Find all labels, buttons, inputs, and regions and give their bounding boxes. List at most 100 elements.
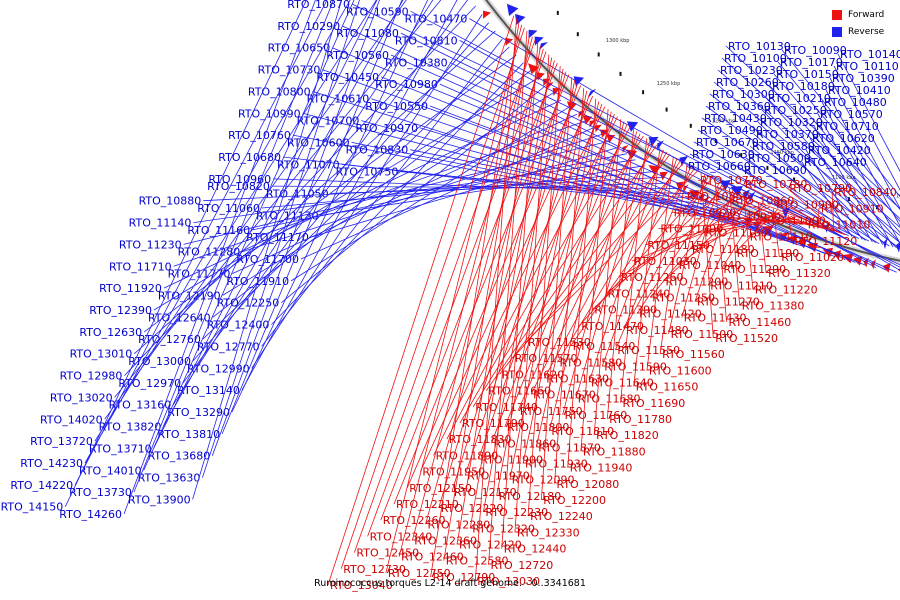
gene-label: RTO_12730 — [343, 563, 406, 576]
gene-label: RTO_12090 — [512, 474, 575, 487]
gene-label: RTO_11230 — [119, 238, 182, 251]
gene-label: RTO_10780 — [745, 178, 808, 191]
feature-mark — [665, 107, 668, 112]
gene-label: RTO_11520 — [715, 332, 778, 345]
gene-label: RTO_11820 — [596, 429, 659, 442]
leader-line — [104, 0, 407, 420]
leader-line — [769, 85, 900, 234]
legend-label-reverse: Reverse — [848, 26, 885, 37]
forward-gene-arrow — [483, 10, 491, 19]
tick-label: 1300 kbp — [606, 38, 630, 44]
leader-line — [753, 133, 877, 244]
gene-label: RTO_10570 — [820, 108, 883, 121]
leader-line — [701, 117, 890, 247]
tick-label: 1200 kbp — [712, 118, 736, 124]
leader-line — [341, 25, 897, 273]
feature-mark — [689, 123, 692, 128]
leader-line — [488, 30, 528, 565]
gene-label: RTO_14230 — [20, 457, 83, 470]
leader-line — [232, 113, 578, 274]
reverse-gene-arrow — [528, 29, 538, 39]
leader-line — [192, 0, 343, 500]
reverse-gene-arrow — [627, 121, 639, 132]
leader-line — [340, 27, 525, 569]
gene-label: RTO_12460 — [401, 551, 464, 564]
leader-line — [393, 74, 570, 505]
leader-line — [649, 191, 737, 298]
gene-label: RTO_11120 — [795, 235, 858, 248]
gene-label: RTO_10640 — [804, 156, 867, 169]
forward-gene-arrow — [870, 259, 876, 270]
gene-label: RTO_13290 — [167, 406, 230, 419]
feature-mark — [766, 165, 769, 170]
gene-label: RTO_10230 — [720, 64, 783, 77]
leader-line — [813, 125, 884, 245]
reverse-gene-arrow — [573, 76, 584, 87]
gene-label: RTO_10140 — [840, 48, 900, 61]
forward-gene-arrow — [689, 190, 700, 200]
gene-label: RTO_10320 — [760, 116, 823, 129]
gene-label: RTO_10680 — [218, 151, 281, 164]
gene-label: RTO_10870 — [287, 0, 350, 11]
leader-line — [787, 187, 838, 233]
leader-line — [773, 73, 900, 223]
feature-mark — [793, 177, 796, 182]
gene-label: RTO_10260 — [716, 76, 779, 89]
gene-label: RTO_10880 — [139, 195, 202, 208]
gene-label: RTO_10150 — [776, 68, 839, 81]
legend: Forward Reverse — [832, 6, 892, 40]
gene-label: RTO_11460 — [729, 316, 792, 329]
gene-label: RTO_11550 — [617, 344, 680, 357]
leader-line — [451, 82, 579, 493]
leader-line — [601, 158, 678, 367]
leader-line — [133, 0, 335, 493]
forward-gene-arrow — [798, 239, 808, 249]
gene-label: RTO_11880 — [583, 445, 646, 458]
leader-line — [593, 119, 622, 436]
leader-line — [64, 0, 307, 507]
gene-label: RTO_10500 — [748, 152, 811, 165]
feature-mark — [556, 10, 559, 15]
gene-label: RTO_14220 — [10, 479, 73, 492]
leader-line — [578, 178, 712, 327]
gene-label: RTO_10990 — [238, 107, 301, 120]
leader-line — [615, 166, 691, 351]
gene-label: RTO_11000 — [763, 215, 826, 228]
leader-line — [483, 68, 564, 513]
leader-line — [380, 63, 558, 521]
tick-label: 1150 kbp — [770, 150, 794, 156]
gene-label: RTO_14020 — [40, 413, 103, 426]
gene-label: RTO_12190 — [158, 289, 221, 302]
gene-label: RTO_11320 — [768, 267, 831, 280]
leader-line — [425, 60, 555, 525]
forward-swatch — [832, 9, 842, 20]
leader-line — [281, 85, 546, 304]
gene-label: RTO_10910 — [821, 202, 884, 215]
gene-label: RTO_10300 — [712, 88, 775, 101]
gene-label: RTO_13900 — [128, 493, 191, 506]
gene-label: RTO_11420 — [639, 308, 702, 321]
gene-label: RTO_10790 — [789, 182, 852, 195]
gene-label: RTO_12790 — [433, 571, 496, 584]
leader-line — [241, 0, 458, 391]
gene-label: RTO_11780 — [609, 413, 672, 426]
leader-line — [474, 18, 517, 582]
gene-label: RTO_11070 — [277, 158, 340, 171]
gene-label: RTO_12230 — [485, 506, 548, 519]
leader-line — [540, 77, 573, 500]
gene-label: RTO_10930 — [718, 210, 781, 223]
gene-label: RTO_11280 — [178, 246, 241, 259]
gene-label: RTO_12980 — [60, 370, 123, 383]
gene-label: RTO_12450 — [356, 547, 419, 560]
leader-line — [212, 70, 532, 318]
leader-line — [758, 202, 767, 274]
gene-label: RTO_10810 — [395, 34, 458, 47]
leader-line — [300, 127, 594, 260]
leader-line — [123, 0, 316, 515]
leader-line — [472, 135, 644, 408]
leader-line — [182, 0, 468, 384]
leader-line — [221, 0, 403, 435]
gene-label: RTO_11540 — [573, 340, 636, 353]
